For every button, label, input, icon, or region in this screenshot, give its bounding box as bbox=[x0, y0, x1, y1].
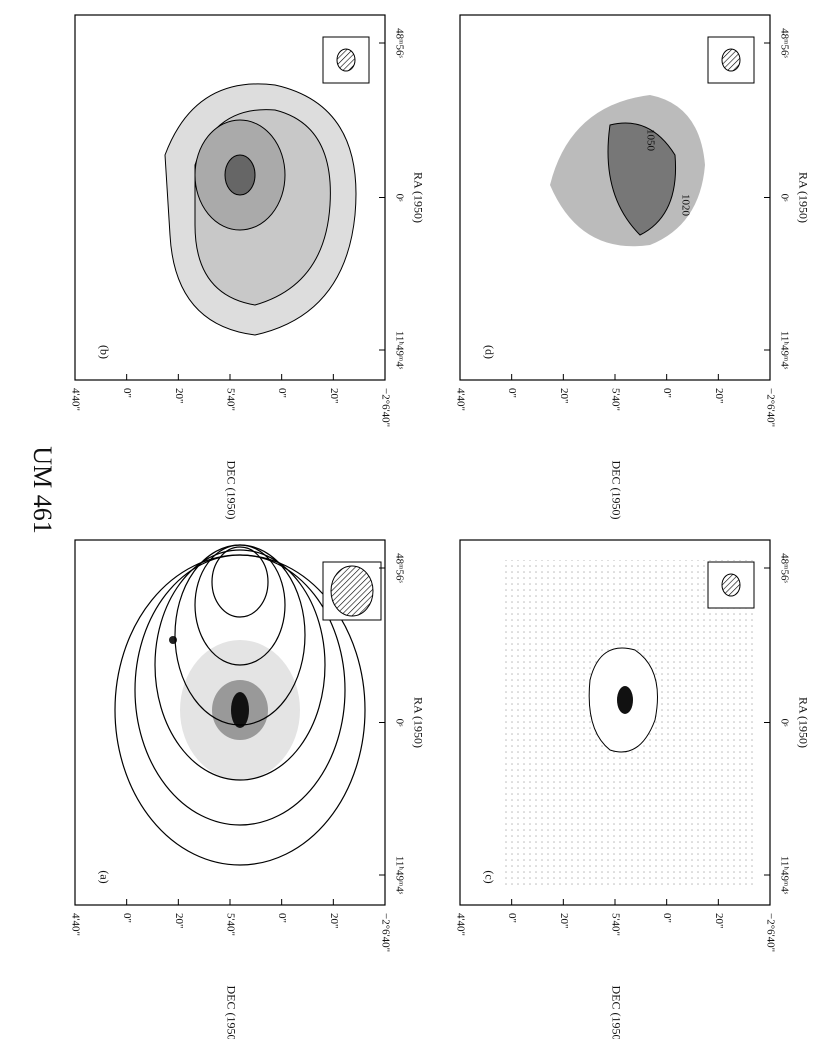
beam bbox=[721, 573, 741, 597]
x-axis-title: RA (1950) bbox=[796, 697, 810, 748]
dec-tick-label: 5'40" bbox=[609, 913, 621, 936]
panel: (c) 4'40" 0" 20" 5'40" 0" 20" −2°6'40" 11ʰ49ᵐ4ˢ 0… bbox=[454, 539, 810, 1039]
x-axis-title: RA (1950) bbox=[411, 697, 425, 748]
dec-tick-label: 5'40" bbox=[224, 388, 236, 411]
ra-tick-label: 48ᵐ56ˢ bbox=[393, 553, 405, 583]
contour bbox=[194, 544, 286, 666]
panel: (b) 4'40" 0" 20" 5'40" 0" 20" −2°6'40" 11ʰ49ᵐ4ˢ 0… bbox=[69, 14, 425, 520]
panel: 1050 1020 (d) 4'40" 0" 20" 5'40" 0" 20" −2°6'40" 1… bbox=[454, 14, 810, 520]
dec-tick-label: 4'40" bbox=[69, 913, 81, 936]
y-axis-title: DEC (1950) bbox=[609, 986, 623, 1039]
contour-label: 1020 bbox=[679, 194, 691, 217]
beam bbox=[336, 48, 356, 72]
galaxy-nucleus bbox=[231, 692, 249, 728]
ra-tick-label: 48ᵐ56ˢ bbox=[393, 28, 405, 58]
contour bbox=[134, 554, 346, 826]
dec-tick-label: 20" bbox=[558, 913, 570, 929]
beam-box bbox=[322, 36, 370, 84]
dec-tick-label: 0" bbox=[506, 913, 518, 923]
contour bbox=[211, 546, 269, 618]
beam bbox=[330, 565, 374, 617]
x-axis-title: RA (1950) bbox=[411, 172, 425, 223]
dec-tick-label: 20" bbox=[328, 913, 340, 929]
dec-tick-label: 20" bbox=[558, 388, 570, 404]
dec-tick-label: 20" bbox=[713, 388, 725, 404]
nucleus bbox=[617, 686, 633, 714]
dec-tick-label: −2°6'40" bbox=[764, 388, 776, 427]
panel-label: (d) bbox=[482, 345, 496, 359]
dec-tick-label: −2°6'40" bbox=[379, 913, 391, 952]
dec-tick-label: 20" bbox=[713, 913, 725, 929]
ra-tick-label: 0ˢ bbox=[393, 194, 405, 203]
ra-tick-label: 0ˢ bbox=[393, 719, 405, 728]
contour bbox=[154, 549, 326, 781]
velocity-field bbox=[607, 122, 677, 236]
dec-tick-label: 0" bbox=[121, 913, 133, 923]
panel-label: (a) bbox=[97, 870, 111, 883]
dec-tick-label: 0" bbox=[506, 388, 518, 398]
dec-tick-label: 0" bbox=[276, 913, 288, 923]
dec-tick-label: 4'40" bbox=[454, 913, 466, 936]
ra-tick-label: 11ʰ49ᵐ4ˢ bbox=[393, 331, 405, 370]
panel-label: (b) bbox=[97, 345, 111, 359]
ra-tick-label: 11ʰ49ᵐ4ˢ bbox=[778, 331, 790, 370]
dec-tick-label: 4'40" bbox=[454, 388, 466, 411]
ra-tick-label: 48ᵐ56ˢ bbox=[778, 28, 790, 58]
panel: (a) 4'40" 0" 20" 5'40" 0" 20" −2°6'40" 11ʰ49ᵐ4ˢ 0… bbox=[69, 539, 425, 1039]
dec-tick-label: 0" bbox=[121, 388, 133, 398]
ra-tick-label: 0ˢ bbox=[778, 719, 790, 728]
contour-label: 1050 bbox=[644, 129, 656, 152]
dec-tick-label: −2°6'40" bbox=[379, 388, 391, 427]
dec-tick-label: 0" bbox=[661, 388, 673, 398]
x-axis-title: RA (1950) bbox=[796, 172, 810, 223]
dec-tick-label: 20" bbox=[328, 388, 340, 404]
dec-tick-label: 5'40" bbox=[609, 388, 621, 411]
ra-tick-label: 11ʰ49ᵐ4ˢ bbox=[393, 856, 405, 895]
figure-title: UM 461 bbox=[28, 446, 57, 533]
y-axis-title: DEC (1950) bbox=[224, 986, 238, 1039]
dec-tick-label: 5'40" bbox=[224, 913, 236, 936]
dec-tick-label: 4'40" bbox=[69, 388, 81, 411]
dec-tick-label: 20" bbox=[173, 913, 185, 929]
panel-label: (c) bbox=[482, 870, 496, 883]
ra-tick-label: 0ˢ bbox=[778, 194, 790, 203]
dec-tick-label: −2°6'40" bbox=[764, 913, 776, 952]
contour bbox=[224, 154, 256, 196]
dec-tick-label: 0" bbox=[276, 388, 288, 398]
y-axis-title: DEC (1950) bbox=[224, 461, 238, 520]
dec-tick-label: 20" bbox=[173, 388, 185, 404]
ra-tick-label: 11ʰ49ᵐ4ˢ bbox=[778, 856, 790, 895]
y-axis-title: DEC (1950) bbox=[609, 461, 623, 520]
beam bbox=[721, 48, 741, 72]
ra-tick-label: 48ᵐ56ˢ bbox=[778, 553, 790, 583]
dec-tick-label: 0" bbox=[661, 913, 673, 923]
